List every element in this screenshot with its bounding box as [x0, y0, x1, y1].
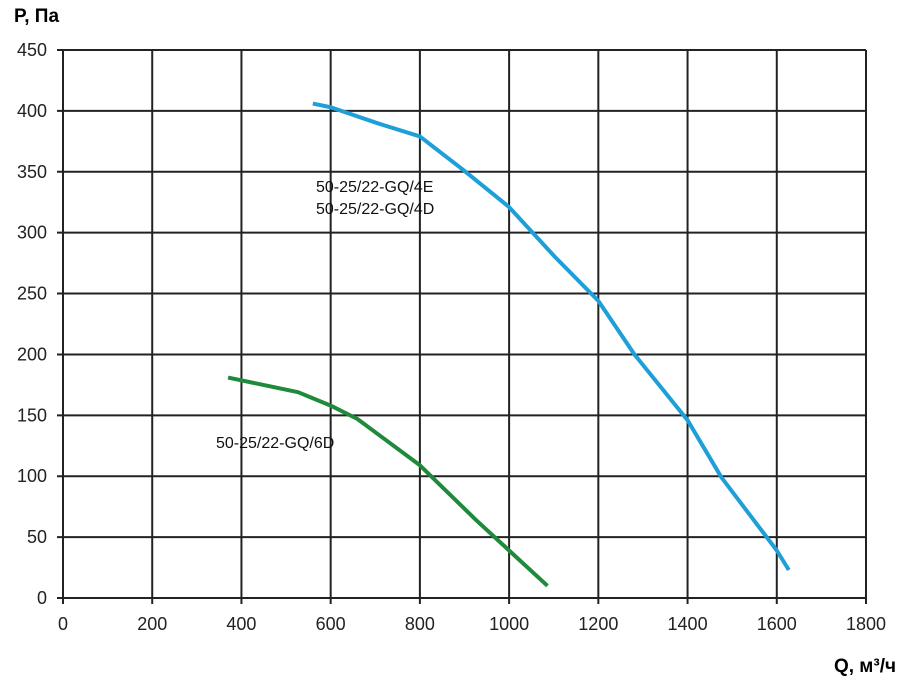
- series-line: [312, 101, 791, 572]
- y-tick-label: 150: [17, 405, 47, 425]
- x-tick-label: 600: [316, 614, 346, 634]
- x-tick-label: 1200: [578, 614, 618, 634]
- x-tick-label: 0: [58, 614, 68, 634]
- x-tick-label: 1600: [757, 614, 797, 634]
- x-tick-label: 1000: [489, 614, 529, 634]
- x-tick-label: 200: [137, 614, 167, 634]
- y-tick-label: 350: [17, 162, 47, 182]
- x-tick-label: 400: [226, 614, 256, 634]
- y-tick-label: 450: [17, 40, 47, 60]
- y-tick-label: 200: [17, 344, 47, 364]
- y-tick-label: 400: [17, 101, 47, 121]
- y-tick-label: 0: [37, 588, 47, 608]
- y-axis-label: P, Па: [14, 6, 59, 27]
- y-tick-label: 50: [27, 527, 47, 547]
- x-tick-label: 1400: [668, 614, 708, 634]
- series-label: 50-25/22-GQ/4E: [316, 179, 433, 196]
- y-tick-label: 100: [17, 466, 47, 486]
- x-axis-label: Q, м³/ч: [834, 656, 896, 677]
- x-tick-label: 800: [405, 614, 435, 634]
- y-tick-label: 300: [17, 223, 47, 243]
- series-line: [227, 375, 549, 588]
- x-tick-label: 1800: [846, 614, 886, 634]
- series-label: 50-25/22-GQ/6D: [216, 435, 334, 452]
- series-label: 50-25/22-GQ/4D: [316, 201, 434, 218]
- y-tick-label: 250: [17, 284, 47, 304]
